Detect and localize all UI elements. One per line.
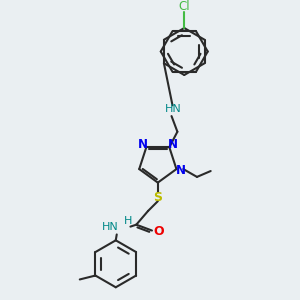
Text: N: N <box>137 138 147 151</box>
Text: HN: HN <box>165 104 182 114</box>
Text: Cl: Cl <box>178 0 190 13</box>
Text: HN: HN <box>102 222 119 232</box>
Text: H: H <box>124 216 133 226</box>
Text: O: O <box>154 225 164 238</box>
Text: S: S <box>153 191 162 204</box>
Text: N: N <box>176 164 186 177</box>
Text: N: N <box>168 138 178 151</box>
